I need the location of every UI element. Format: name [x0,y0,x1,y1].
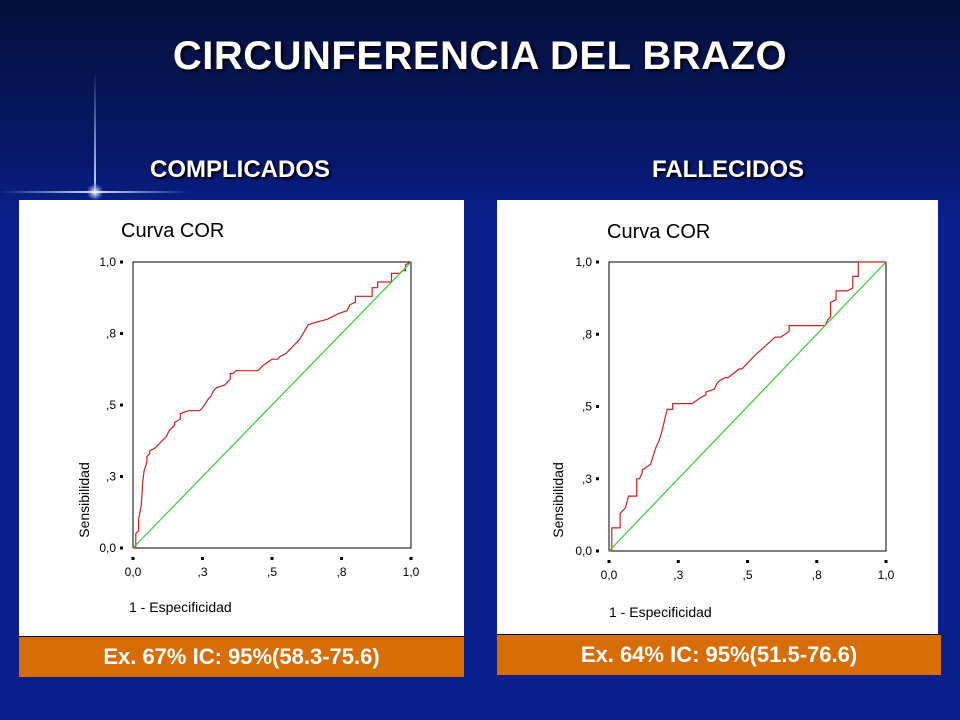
roc-curve-line [609,261,886,552]
x-tick-label: ,8 [336,565,346,579]
y-tick-label: 1,0 [575,255,592,269]
y-axis-label: Sensibilidad [76,462,92,538]
y-tick-label: ,3 [106,470,116,484]
left-caption: Ex. 67% IC: 95%(58.3-75.6) [19,636,464,677]
y-tick-mark [596,477,599,481]
x-tick-label: ,5 [742,568,752,582]
x-tick-mark [607,560,611,563]
y-tick-mark [120,332,123,335]
x-axis-label: 1 - Especificidad [129,599,232,615]
light-flare-vertical [94,70,96,200]
y-tick-mark [596,332,599,336]
y-tick-label: 0,0 [99,541,116,555]
y-tick-label: ,5 [106,398,116,412]
x-tick-mark [884,560,888,563]
x-tick-label: 1,0 [878,568,895,582]
y-tick-mark [120,403,123,407]
chart-title: Curva COR [607,221,710,243]
x-tick-mark [815,560,819,563]
y-tick-label: 1,0 [99,255,116,269]
reference-diagonal-line [132,261,412,549]
y-axis-label: Sensibilidad [550,462,566,538]
roc-curve-line [133,261,412,549]
y-tick-mark [120,546,123,550]
chart-title: Curva COR [121,220,224,242]
right-caption: Ex. 64% IC: 95%(51.5-76.6) [497,634,941,675]
x-tick-label: 0,0 [125,565,142,579]
right-chart-panel: Curva COR 0,0 ,3 ,5 ,8 1,0 0,0 ,3 ,5 ,8 1,0 1 - Esp… [497,200,938,637]
plot-frame [608,261,887,552]
y-tick-mark [596,405,599,408]
slide-title: CIRCUNFERENCIA DEL BRAZO [172,34,788,78]
right-roc-chart: Curva COR 0,0 ,3 ,5 ,8 1,0 0,0 ,3 ,5 ,8 1,0 1 - Esp… [550,221,895,620]
y-tick-mark [596,260,599,264]
x-tick-label: 1,0 [403,565,420,579]
y-tick-label: ,5 [582,400,592,414]
x-tick-mark [270,557,274,560]
x-tick-mark [340,557,343,560]
reference-diagonal-line [608,261,887,552]
y-tick-label: 0,0 [575,544,592,558]
left-roc-chart: Curva COR 0,0 ,3 ,5 ,8 1,0 0,0 ,3 ,5 ,8 1,0 1 - Esp… [76,220,420,615]
x-tick-label: ,8 [812,568,822,582]
x-tick-mark [746,560,749,563]
x-tick-label: 0,0 [601,568,618,582]
x-tick-label: ,3 [197,565,207,579]
y-tick-label: ,8 [106,327,116,341]
y-tick-mark [120,475,123,478]
x-tick-mark [201,557,204,560]
left-chart-panel: Curva COR 0,0 ,3 ,5 ,8 1,0 0,0 ,3 ,5 ,8 1,0 1 - Esp… [19,200,464,637]
x-tick-mark [131,557,135,560]
light-flare-center [86,184,104,200]
y-tick-mark [596,549,599,553]
plot-frame [132,261,412,549]
y-tick-label: ,3 [582,472,592,486]
x-tick-mark [676,560,680,563]
y-tick-mark [120,260,123,264]
y-tick-label: ,8 [582,327,592,341]
left-heading: COMPLICADOS [150,156,330,183]
x-tick-label: ,5 [267,565,277,579]
x-tick-mark [409,557,413,560]
x-axis-label: 1 - Especificidad [609,604,712,620]
right-heading: FALLECIDOS [651,156,804,183]
x-tick-label: ,3 [673,568,683,582]
